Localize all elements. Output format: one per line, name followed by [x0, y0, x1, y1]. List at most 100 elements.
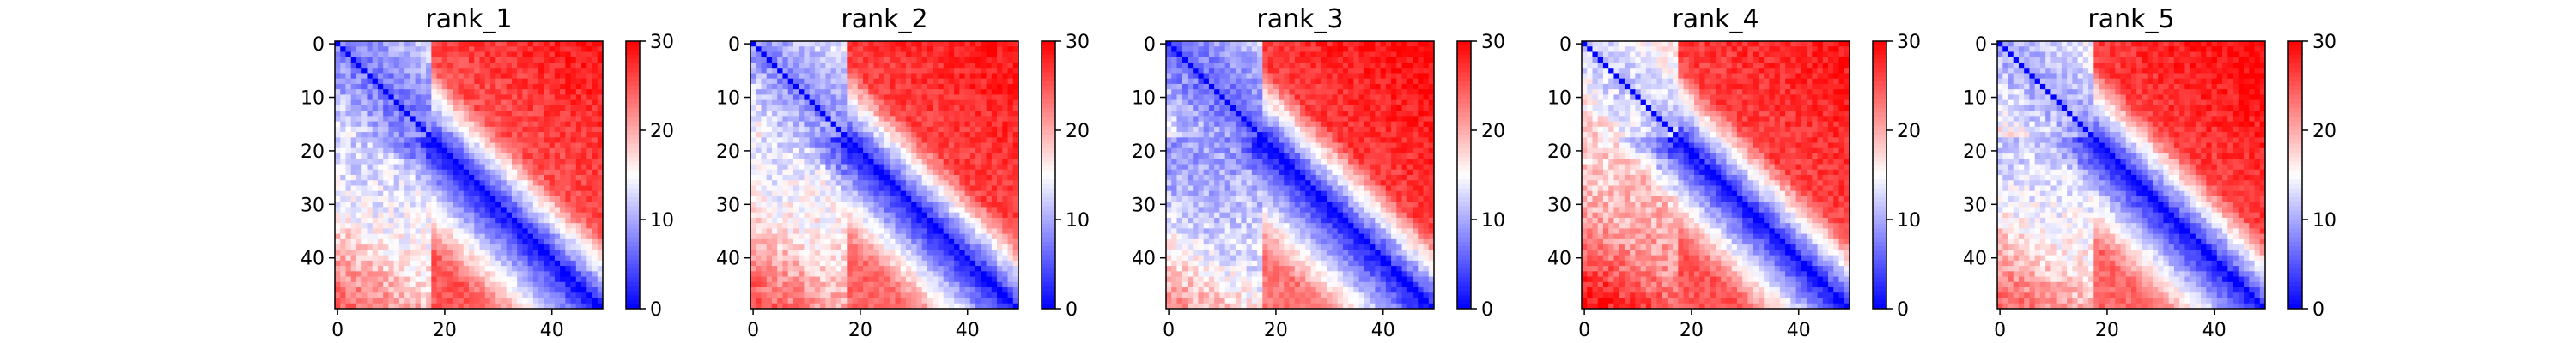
colorbar-segment — [626, 54, 640, 60]
heatmap-cell — [506, 46, 513, 52]
heatmap-cell — [592, 250, 598, 256]
heatmap-cell — [489, 228, 496, 235]
heatmap-cell — [830, 250, 837, 256]
heatmap-cell — [570, 137, 577, 143]
heatmap-cell — [905, 292, 912, 298]
heatmap-cell — [463, 51, 470, 58]
heatmap-cell — [501, 244, 507, 250]
heatmap-cell — [863, 276, 869, 283]
heatmap-cell — [814, 41, 821, 47]
heatmap-cell — [479, 68, 486, 74]
heatmap-cell — [511, 46, 518, 52]
heatmap-cell — [506, 41, 513, 47]
heatmap-cell — [787, 116, 794, 122]
heatmap-cell — [404, 62, 410, 69]
heatmap-cell — [954, 276, 960, 283]
heatmap-cell — [835, 180, 842, 186]
heatmap-cell — [575, 94, 582, 101]
heatmap-cell — [1012, 238, 1019, 245]
heatmap-cell — [943, 57, 950, 63]
heatmap-cell — [361, 207, 368, 214]
heatmap-cell — [1012, 89, 1019, 95]
heatmap-cell — [975, 153, 981, 159]
heatmap-cell — [905, 244, 912, 250]
heatmap-cell — [873, 51, 880, 58]
heatmap-cell — [948, 175, 955, 181]
heatmap-cell — [761, 255, 768, 262]
heatmap-cell — [560, 169, 566, 176]
heatmap-cell — [597, 137, 604, 143]
heatmap-cell — [878, 78, 885, 85]
heatmap-cell — [943, 126, 950, 133]
heatmap-cell — [911, 169, 917, 176]
colorbar-segment — [626, 50, 640, 56]
heatmap-cell — [463, 126, 470, 133]
heatmap-cell — [554, 185, 561, 192]
heatmap-cell — [335, 126, 341, 133]
heatmap-cell — [372, 169, 379, 176]
heatmap-cell — [954, 202, 960, 208]
heatmap-cell — [441, 303, 448, 310]
heatmap-cell — [835, 250, 842, 256]
heatmap-cell — [969, 271, 976, 277]
heatmap-cell — [756, 233, 762, 240]
heatmap-cell — [921, 68, 928, 74]
heatmap-cell — [820, 116, 826, 122]
heatmap-cell — [943, 207, 950, 214]
heatmap-cell — [565, 196, 571, 202]
heatmap-cell — [458, 266, 465, 272]
heatmap-cell — [554, 271, 561, 277]
heatmap-cell — [916, 207, 923, 214]
heatmap-cell — [522, 255, 529, 262]
heatmap-cell — [905, 287, 912, 293]
heatmap-cell — [410, 169, 416, 176]
heatmap-cell — [383, 62, 389, 69]
heatmap-cell — [841, 142, 848, 149]
heatmap-cell — [398, 126, 405, 133]
heatmap-cell — [463, 99, 470, 106]
heatmap-cell — [361, 190, 368, 197]
heatmap-cell — [873, 111, 880, 117]
heatmap-cell — [447, 105, 453, 111]
heatmap-cell — [969, 116, 976, 122]
heatmap-cell — [340, 73, 346, 80]
heatmap-cell — [1012, 83, 1019, 90]
heatmap-cell — [350, 57, 357, 63]
heatmap-cell — [532, 142, 539, 149]
heatmap-cell — [415, 57, 422, 63]
heatmap-cell — [975, 89, 981, 95]
heatmap-cell — [581, 287, 587, 293]
heatmap-cell — [575, 147, 582, 154]
heatmap-cell — [868, 94, 874, 101]
heatmap-cell — [393, 116, 400, 122]
heatmap-cell — [345, 292, 352, 298]
heatmap-cell — [415, 250, 422, 256]
heatmap-cell — [964, 228, 971, 235]
y-tick-label: 10 — [301, 88, 325, 110]
heatmap-cell — [756, 57, 762, 63]
heatmap-cell — [954, 94, 960, 101]
heatmap-cell — [873, 159, 880, 165]
colorbar-segment — [626, 90, 640, 95]
heatmap-cell — [527, 153, 534, 159]
heatmap-cell — [484, 126, 491, 133]
heatmap-cell — [355, 46, 362, 52]
heatmap-cell — [511, 68, 518, 74]
heatmap-cell — [441, 78, 448, 85]
heatmap-cell — [905, 142, 912, 149]
heatmap-cell — [377, 175, 384, 181]
heatmap-cell — [878, 238, 885, 245]
heatmap-cell — [777, 142, 783, 149]
heatmap-cell — [345, 185, 352, 192]
heatmap-cell — [863, 89, 869, 95]
heatmap-cell — [501, 196, 507, 202]
heatmap-cell — [750, 217, 756, 224]
heatmap-cell — [863, 57, 869, 63]
heatmap-cell — [991, 169, 998, 176]
heatmap-cell — [1012, 276, 1019, 283]
heatmap-cell — [884, 287, 890, 293]
heatmap-cell — [852, 271, 859, 277]
heatmap-cell — [991, 73, 998, 80]
heatmap-cell — [517, 255, 523, 262]
heatmap-cell — [458, 180, 465, 186]
